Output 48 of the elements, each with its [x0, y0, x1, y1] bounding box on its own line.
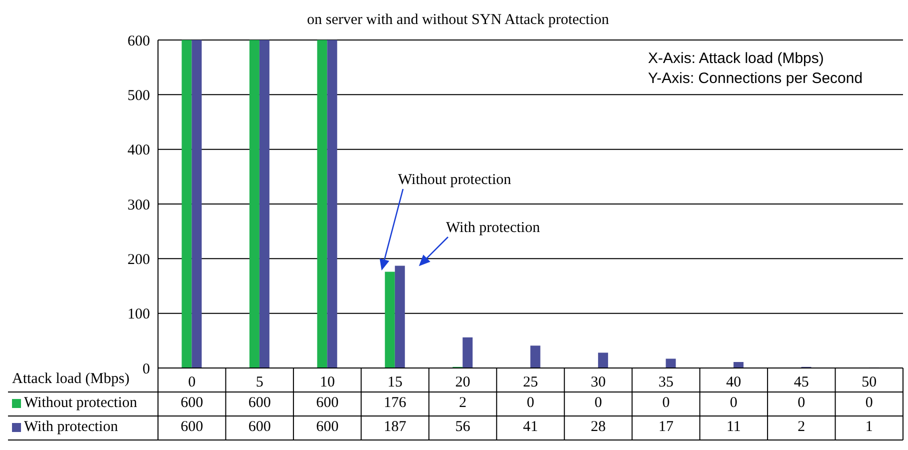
data-label: 0: [593, 395, 603, 412]
data-label: 2: [796, 419, 806, 436]
data-label: 0: [728, 395, 738, 412]
legend-label: Without protection: [24, 395, 138, 412]
data-label: 187: [382, 419, 408, 436]
data-label: 28: [590, 419, 607, 436]
x-tick-label: 30: [590, 374, 606, 391]
x-tick-label: 40: [726, 374, 742, 391]
data-label: 0: [661, 395, 671, 412]
x-tick-label: 50: [862, 374, 877, 391]
annotation: Y-Axis: Connections per Second: [648, 70, 863, 87]
x-tick-label: 45: [794, 374, 809, 391]
x-tick-label: 15: [388, 374, 403, 391]
y-tick-label: 300: [128, 197, 150, 214]
y-tick-label: 0: [142, 361, 150, 378]
data-label: 1: [864, 419, 874, 436]
data-label: 600: [315, 395, 340, 412]
data-label: 11: [725, 419, 742, 436]
data-label: 600: [247, 395, 272, 412]
y-tick-label: 600: [128, 33, 150, 50]
legend-label: With protection: [24, 419, 118, 436]
data-label: 600: [180, 419, 204, 436]
data-label: 56: [454, 419, 472, 436]
x-tick-label: 0: [188, 374, 196, 391]
x-tick-label: 20: [455, 374, 470, 391]
data-label: 0: [526, 395, 536, 412]
data-label: 0: [796, 395, 806, 412]
x-tick-label: 10: [320, 374, 335, 391]
annotation: X-Axis: Attack load (Mbps): [648, 50, 824, 67]
data-label: 600: [315, 419, 340, 436]
annotation: Without protection: [398, 172, 512, 188]
data-label: 0: [864, 395, 874, 412]
y-tick-label: 100: [128, 306, 150, 323]
data-label: 600: [180, 395, 204, 412]
y-tick-label: 400: [128, 142, 150, 159]
x-axis-title: Attack load (Mbps): [12, 371, 130, 388]
data-label: 2: [458, 395, 468, 412]
x-tick-label: 25: [523, 374, 538, 391]
x-tick-label: 5: [256, 374, 264, 391]
x-tick-label: 35: [658, 374, 674, 391]
chart-title: on server with and without SYN Attack protection: [306, 12, 610, 29]
data-label: 600: [247, 419, 272, 436]
data-label: 176: [382, 395, 408, 412]
annotation: With protection: [446, 220, 540, 236]
y-tick-label: 200: [128, 252, 150, 268]
data-label: 41: [522, 419, 539, 436]
data-label: 17: [657, 419, 674, 436]
y-tick-label: 500: [128, 88, 150, 104]
